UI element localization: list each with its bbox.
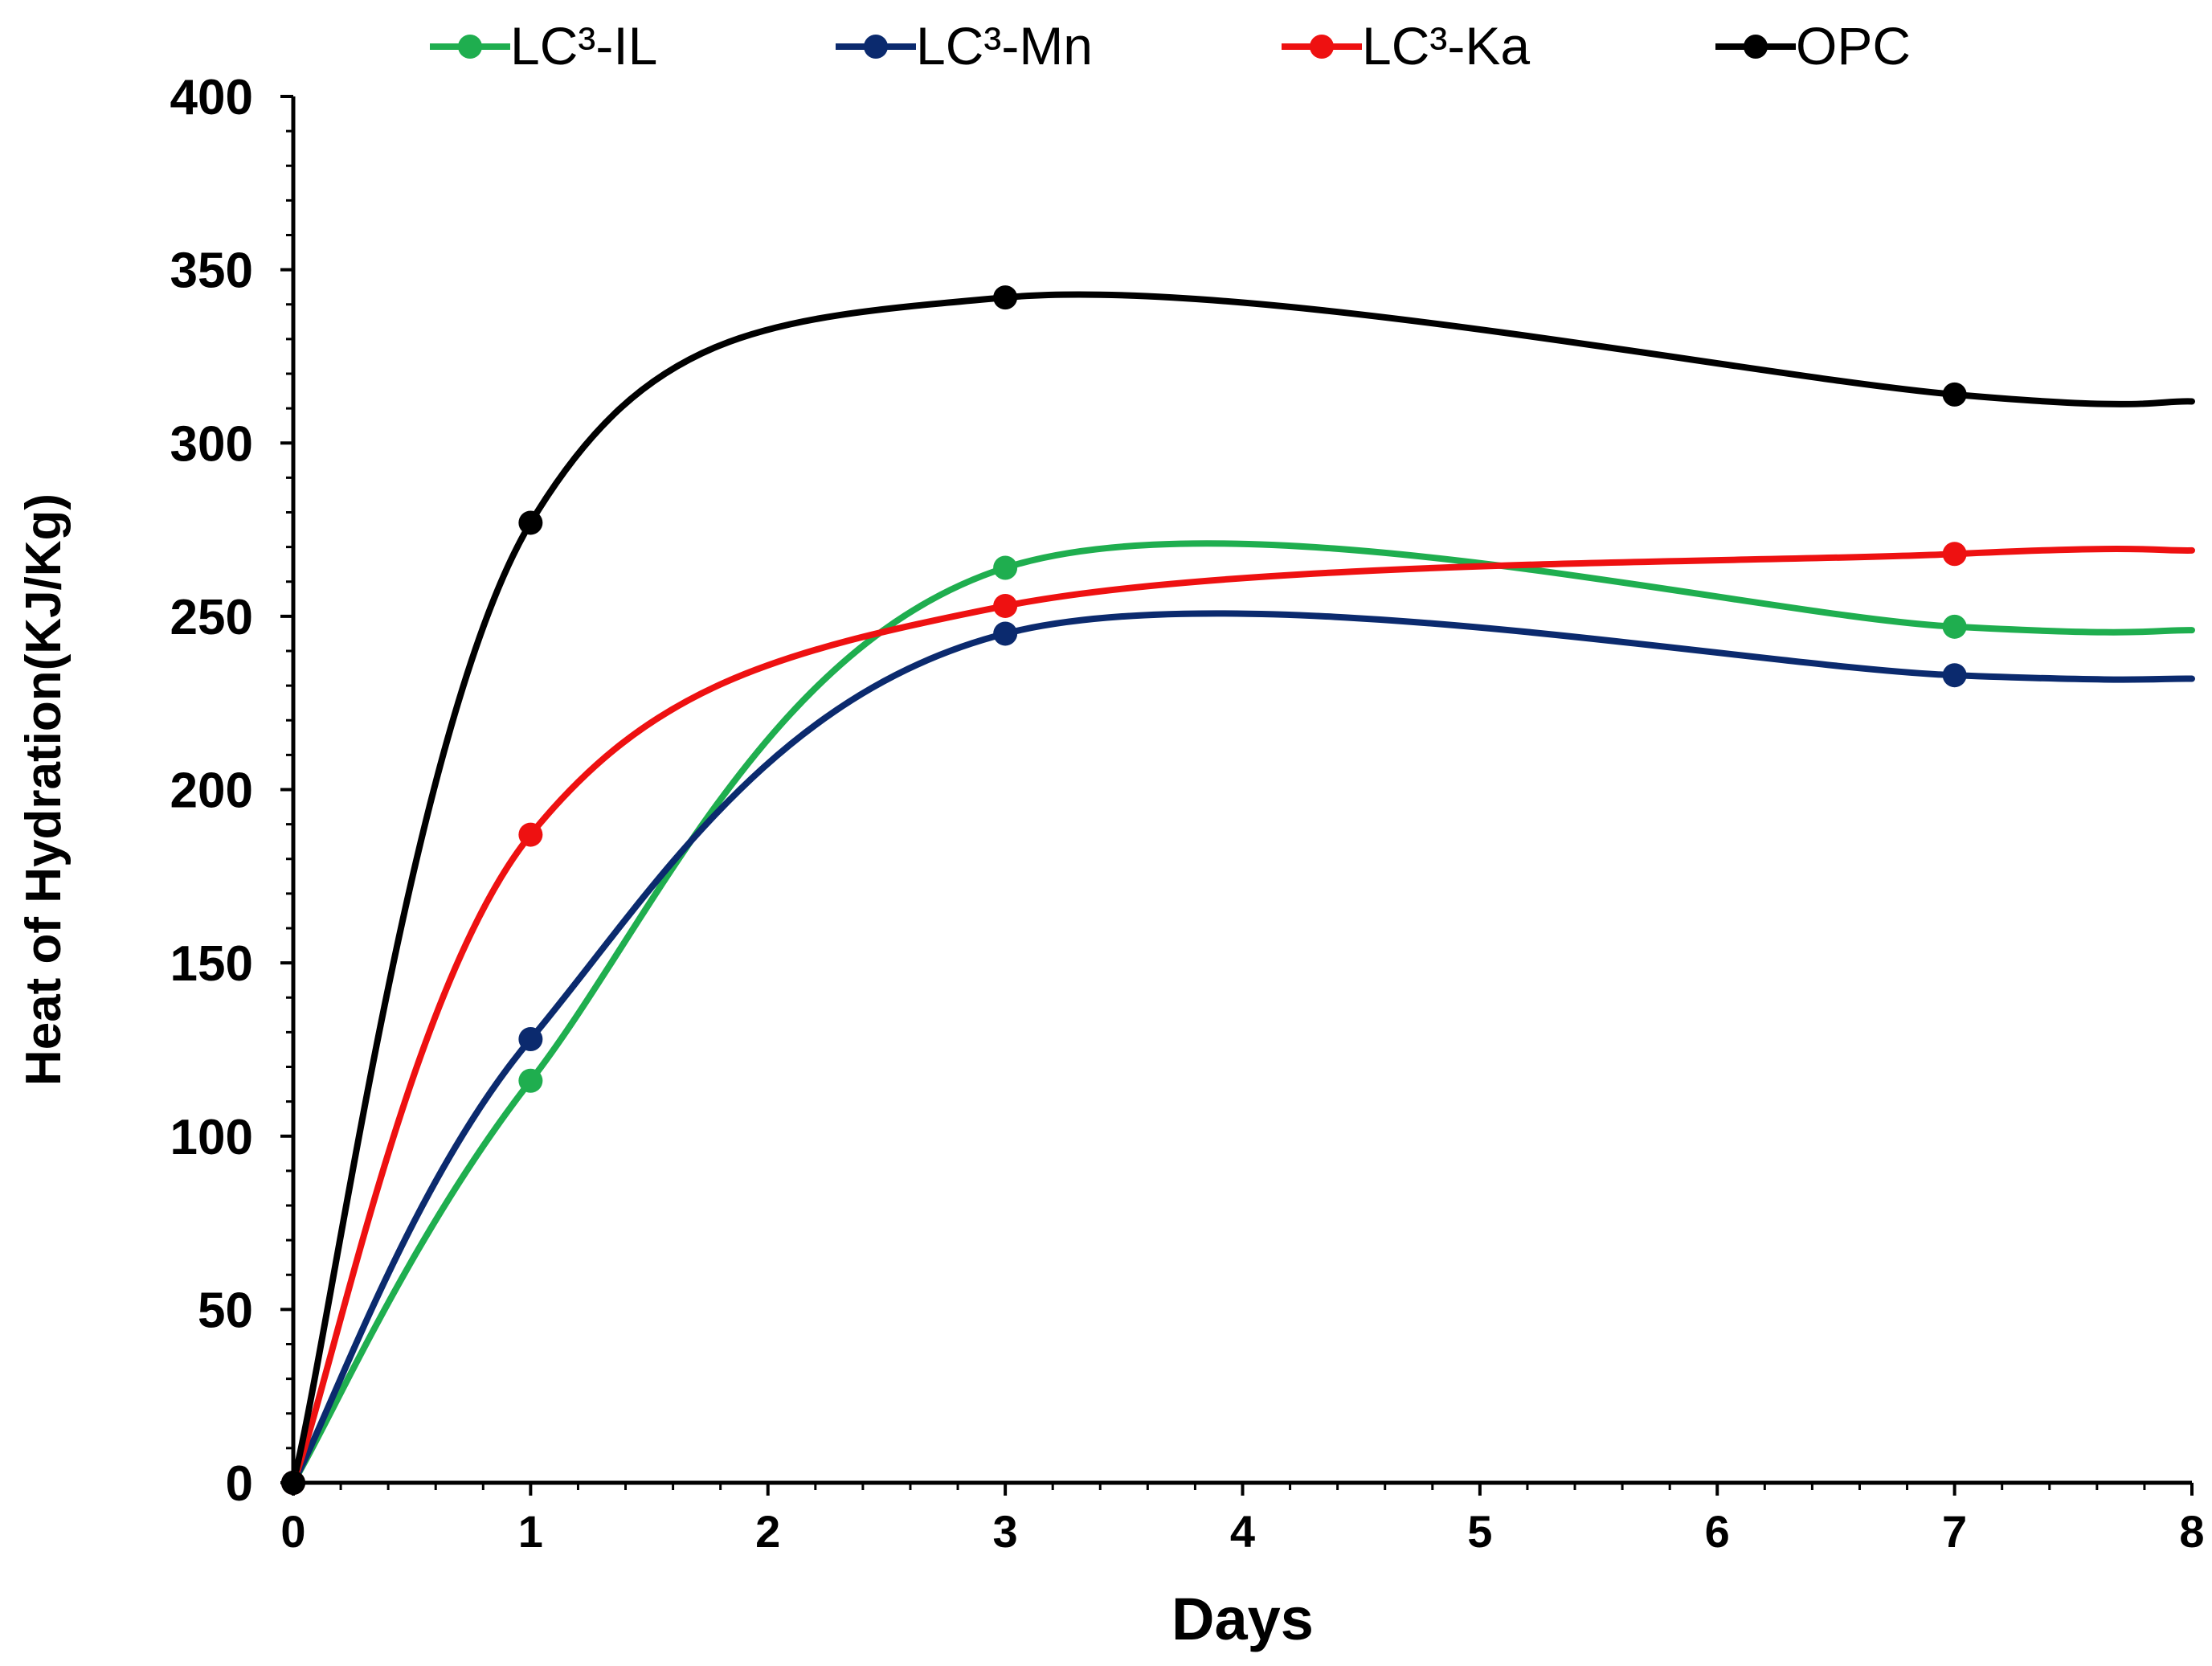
data-point-lc-il: [1942, 614, 1967, 639]
data-point-lc-mn: [993, 621, 1018, 646]
data-point-lc-ka: [1942, 542, 1967, 567]
series-layer: [281, 285, 2195, 1495]
x-tick-label: 3: [993, 1506, 1018, 1557]
data-point-opc: [1942, 382, 1967, 407]
data-point-opc: [993, 285, 1018, 310]
x-tick-label: 1: [518, 1506, 543, 1557]
y-tick-label: 150: [170, 936, 253, 992]
data-point-lc-mn: [1942, 663, 1967, 688]
data-point-lc-il: [518, 1068, 543, 1093]
legend-label: LC³-Ka: [1362, 16, 1530, 76]
series-line-opc: [290, 291, 2195, 1486]
y-tick-label: 250: [170, 590, 253, 645]
legend-label: OPC: [1796, 16, 1911, 76]
series-line-lc-mn: [290, 610, 2195, 1486]
legend-marker: [864, 35, 888, 59]
series-line-lc-il: [290, 540, 2195, 1486]
x-tick-label: 5: [1467, 1506, 1492, 1557]
legend: LC³-IL LC³-Mn LC³-Ka OPC: [430, 16, 1911, 76]
legend-marker: [1744, 35, 1768, 59]
y-tick-label: 200: [170, 763, 253, 819]
y-tick-label: 100: [170, 1110, 253, 1165]
x-tick-label: 0: [280, 1506, 305, 1557]
legend-marker: [1310, 35, 1334, 59]
data-point-lc-ka: [518, 822, 543, 847]
x-tick-label: 6: [1705, 1506, 1730, 1557]
ticks-layer: 0 50 100 150 200 250 300 350 400 0 1 2 3 4 5 6 7 8: [170, 70, 2205, 1557]
data-point-opc: [518, 510, 543, 535]
x-tick-label: 8: [2179, 1506, 2204, 1557]
data-point-lc-mn: [518, 1027, 543, 1051]
legend-label: LC³-Mn: [916, 16, 1093, 76]
x-tick-label: 4: [1230, 1506, 1255, 1557]
data-point-lc-ka: [993, 593, 1018, 618]
legend-item-lc-mn: LC³-Mn: [836, 16, 1093, 76]
legend-item-lc-il: LC³-IL: [430, 16, 657, 76]
y-tick-label: 350: [170, 244, 253, 299]
y-tick-label: 300: [170, 416, 253, 472]
x-tick-label: 2: [755, 1506, 780, 1557]
legend-label: LC³-IL: [510, 16, 657, 76]
x-tick-label: 7: [1942, 1506, 1967, 1557]
legend-marker: [458, 35, 482, 59]
y-tick-label: 400: [170, 70, 253, 125]
legend-item-opc: OPC: [1715, 16, 1911, 76]
legend-item-lc-ka: LC³-Ka: [1282, 16, 1530, 76]
y-tick-label: 0: [226, 1456, 253, 1512]
y-axis-title: Heat of Hydration(KJ/Kg): [16, 493, 72, 1086]
x-axis-title: Days: [1171, 1586, 1314, 1652]
data-point-lc-il: [993, 555, 1018, 580]
y-tick-label: 50: [198, 1283, 253, 1338]
